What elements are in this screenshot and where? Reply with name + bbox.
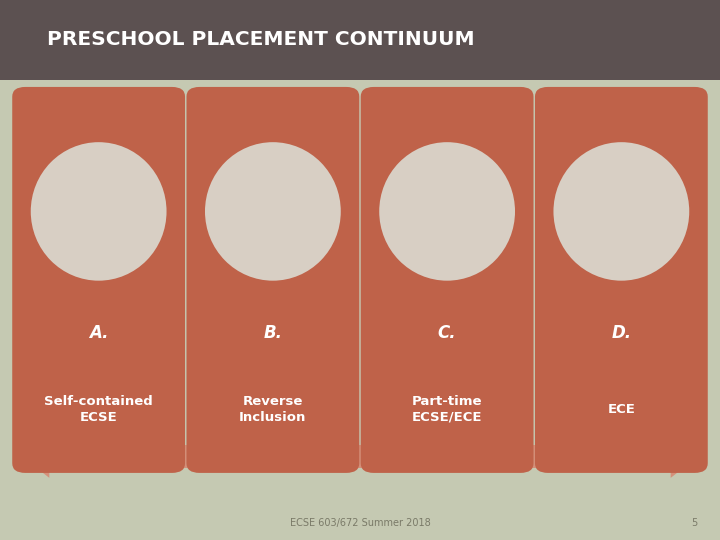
Text: Self-contained
ECSE: Self-contained ECSE <box>44 395 153 423</box>
FancyBboxPatch shape <box>186 87 359 473</box>
FancyBboxPatch shape <box>12 87 185 473</box>
Text: Reverse
Inclusion: Reverse Inclusion <box>239 395 307 423</box>
Text: A.: A. <box>89 324 109 342</box>
Ellipse shape <box>379 142 515 281</box>
Ellipse shape <box>205 142 341 281</box>
FancyBboxPatch shape <box>0 0 720 80</box>
Text: ECSE 603/672 Summer 2018: ECSE 603/672 Summer 2018 <box>289 518 431 528</box>
FancyBboxPatch shape <box>361 87 534 473</box>
Polygon shape <box>671 435 698 478</box>
Ellipse shape <box>554 142 689 281</box>
Text: B.: B. <box>264 324 282 342</box>
Text: Part-time
ECSE/ECE: Part-time ECSE/ECE <box>412 395 482 423</box>
Polygon shape <box>22 435 50 478</box>
FancyBboxPatch shape <box>50 445 671 468</box>
Text: PRESCHOOL PLACEMENT CONTINUUM: PRESCHOOL PLACEMENT CONTINUUM <box>47 30 474 50</box>
Text: D.: D. <box>611 324 631 342</box>
FancyBboxPatch shape <box>535 87 708 473</box>
Text: 5: 5 <box>692 518 698 528</box>
Text: ECE: ECE <box>608 403 635 416</box>
Ellipse shape <box>31 142 166 281</box>
Text: C.: C. <box>438 324 456 342</box>
